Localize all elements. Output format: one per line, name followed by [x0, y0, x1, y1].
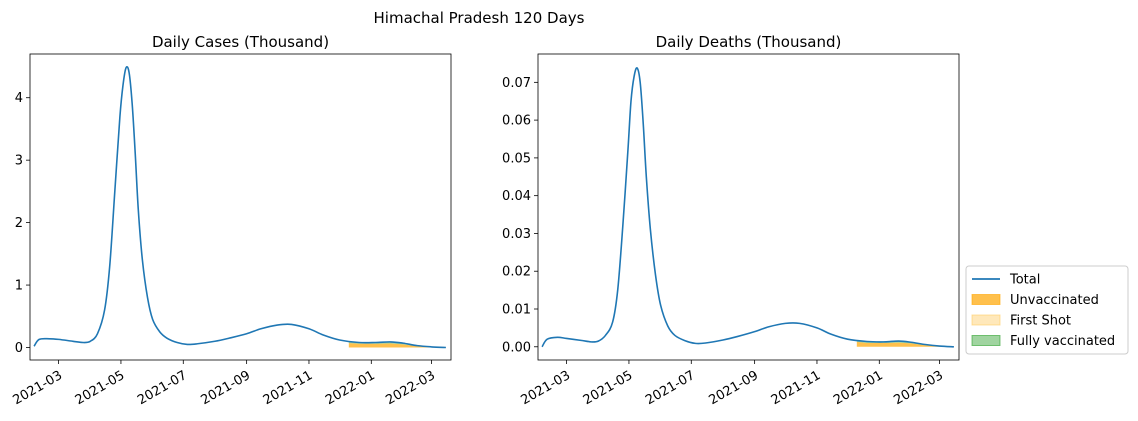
y-tick-label: 2 [15, 216, 23, 231]
x-tick-label: 2022-01 [831, 368, 886, 408]
x-tick-label: 2022-01 [323, 368, 378, 408]
figure-title: Himachal Pradesh 120 Days [374, 9, 585, 27]
y-tick-label: 1 [15, 279, 23, 294]
chart-title: Daily Cases (Thousand) [152, 33, 329, 51]
legend: Total Unvaccinated First Shot Fully vaccina… [965, 265, 1129, 355]
y-tick-label: 0.07 [502, 76, 531, 91]
area-unvaccinated [348, 343, 446, 348]
x-tick-label: 2021-07 [135, 368, 190, 408]
legend-label-total: Total [1009, 273, 1040, 288]
y-tick-label: 0.03 [502, 227, 531, 242]
legend-frame [965, 265, 1129, 355]
x-tick-label: 2021-11 [769, 368, 824, 408]
x-tick-label: 2021-03 [10, 368, 65, 408]
x-tick-label: 2021-07 [643, 368, 698, 408]
x-tick-label: 2022-03 [891, 368, 946, 408]
x-tick-label: 2021-11 [261, 368, 316, 408]
legend-swatch-fully-vaccinated [971, 335, 1001, 346]
line-total [33, 65, 446, 349]
y-tick-label: 4 [15, 91, 23, 106]
line-total [541, 67, 954, 348]
y-tick-label: 0 [15, 341, 23, 356]
y-tick-label: 0.00 [502, 340, 531, 355]
x-tick-label: 2022-03 [383, 368, 438, 408]
y-tick-label: 0.04 [502, 189, 531, 204]
x-tick-label: 2021-03 [518, 368, 573, 408]
legend-swatch-first-shot [971, 314, 1001, 326]
area-unvaccinated [856, 341, 954, 347]
y-tick-label: 0.05 [502, 151, 531, 166]
legend-label-fully-vaccinated: Fully vaccinated [1010, 334, 1115, 349]
legend-label-first-shot: First Shot [1010, 314, 1071, 329]
x-tick-label: 2021-09 [198, 368, 253, 408]
chart-daily-deaths: Daily Deaths (Thousand) 0.00 0.01 0.02 0.03 0… [502, 33, 960, 408]
y-tick-label: 0.01 [502, 303, 531, 318]
x-tick-label: 2021-09 [706, 368, 761, 408]
axes-frame [537, 53, 960, 361]
legend-swatch-unvaccinated [971, 294, 1001, 305]
x-tick-label: 2021-05 [581, 368, 636, 408]
y-tick-label: 3 [15, 154, 23, 169]
x-tick-label: 2021-05 [73, 368, 128, 408]
legend-label-unvaccinated: Unvaccinated [1010, 293, 1099, 308]
chart-title: Daily Deaths (Thousand) [656, 33, 842, 51]
y-tick-label: 0.06 [502, 114, 531, 129]
y-tick-label: 0.02 [502, 265, 531, 280]
axes-frame [29, 53, 452, 361]
